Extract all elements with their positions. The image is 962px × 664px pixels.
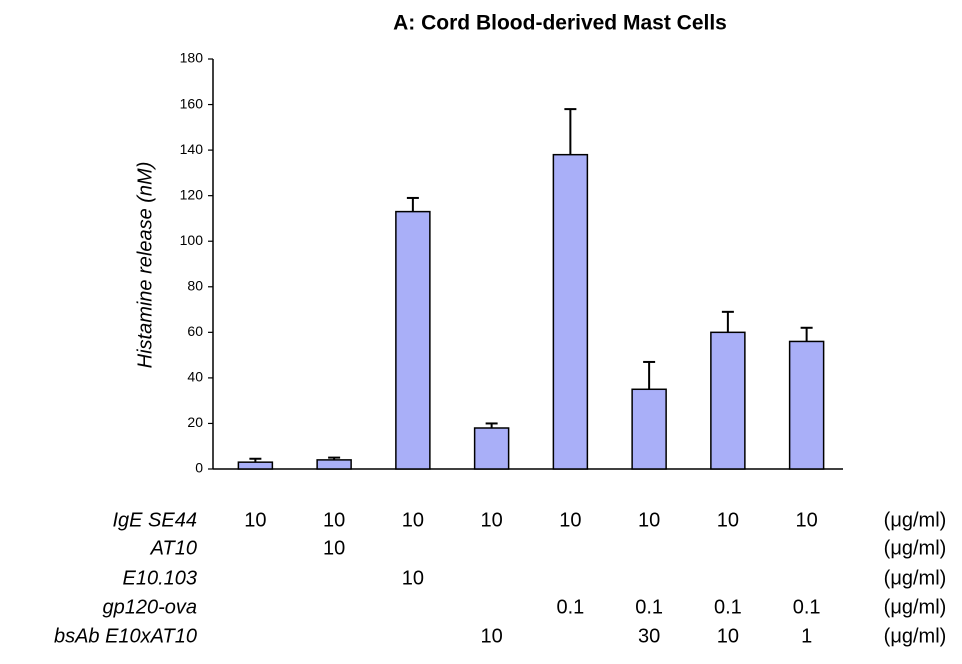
- condition-cell: 10: [402, 509, 424, 531]
- condition-cell: 10: [323, 537, 345, 559]
- y-tick-label: 80: [187, 277, 203, 293]
- condition-cell: 10: [481, 625, 503, 647]
- condition-cell: 10: [559, 509, 581, 531]
- y-tick-label: 60: [187, 323, 203, 339]
- bar: [710, 331, 746, 470]
- y-tick-label: 180: [180, 50, 204, 66]
- condition-cell: 0.1: [714, 596, 742, 618]
- condition-unit: (μg/ml): [884, 537, 947, 559]
- condition-label: AT10: [150, 537, 197, 559]
- bar: [788, 340, 825, 470]
- condition-label: gp120-ova: [102, 596, 197, 618]
- y-tick-label: 100: [180, 232, 204, 248]
- condition-cell: 10: [481, 509, 503, 531]
- condition-unit: (μg/ml): [884, 567, 947, 589]
- condition-cell: 10: [244, 509, 266, 531]
- condition-cell: 1: [801, 625, 812, 647]
- y-tick-label: 0: [195, 460, 203, 476]
- bar: [395, 210, 431, 470]
- condition-cell: 10: [638, 509, 660, 531]
- bar: [552, 153, 589, 470]
- condition-unit: (μg/ml): [884, 509, 947, 531]
- y-tick-label: 120: [180, 186, 204, 202]
- condition-cell: 10: [717, 509, 739, 531]
- condition-unit: (μg/ml): [884, 625, 947, 647]
- condition-cell: 0.1: [556, 596, 584, 618]
- condition-cell: 0.1: [793, 596, 821, 618]
- condition-label: E10.103: [122, 567, 197, 589]
- chart-title: A: Cord Blood-derived Mast Cells: [393, 12, 727, 35]
- y-tick-label: 160: [180, 95, 204, 111]
- y-axis-label: Histamine release (nM): [134, 162, 156, 369]
- bar: [237, 461, 274, 470]
- condition-label: bsAb E10xAT10: [54, 625, 197, 647]
- bar: [316, 459, 352, 470]
- y-tick-label: 140: [180, 141, 204, 157]
- condition-cell: 10: [323, 509, 345, 531]
- condition-cell: 10: [402, 567, 424, 589]
- condition-unit: (μg/ml): [884, 596, 947, 618]
- y-tick-label: 40: [187, 369, 203, 385]
- condition-cell: 10: [796, 509, 818, 531]
- y-tick-label: 20: [187, 414, 203, 430]
- condition-cell: 0.1: [635, 596, 663, 618]
- bar: [473, 427, 510, 470]
- condition-cell: 10: [717, 625, 739, 647]
- condition-cell: 30: [638, 625, 660, 647]
- bar: [631, 388, 667, 470]
- condition-label: IgE SE44: [112, 509, 197, 531]
